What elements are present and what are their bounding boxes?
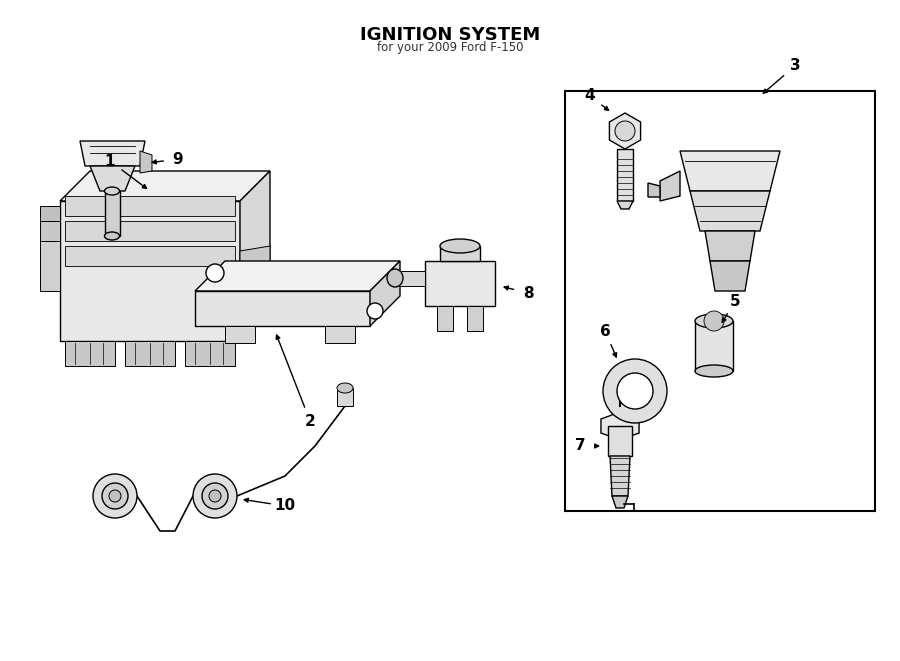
Polygon shape	[195, 291, 370, 326]
Polygon shape	[65, 341, 115, 366]
Polygon shape	[60, 201, 240, 341]
Circle shape	[615, 121, 635, 141]
Text: 7: 7	[575, 438, 585, 453]
Polygon shape	[185, 341, 235, 366]
Polygon shape	[195, 261, 400, 291]
Circle shape	[109, 490, 121, 502]
Polygon shape	[40, 241, 60, 291]
Circle shape	[603, 359, 667, 423]
Polygon shape	[80, 141, 145, 166]
Text: 9: 9	[173, 151, 184, 167]
Polygon shape	[65, 246, 235, 266]
Polygon shape	[617, 149, 633, 201]
Circle shape	[617, 373, 653, 409]
Polygon shape	[610, 456, 630, 496]
Text: 8: 8	[523, 286, 534, 301]
Text: 4: 4	[585, 89, 595, 104]
Bar	[565, 91, 875, 511]
Text: 2: 2	[304, 414, 315, 428]
Polygon shape	[710, 261, 750, 291]
Polygon shape	[617, 201, 633, 209]
Circle shape	[209, 490, 221, 502]
Polygon shape	[225, 326, 255, 343]
Polygon shape	[660, 171, 680, 201]
Polygon shape	[60, 171, 270, 201]
Text: 1: 1	[104, 153, 115, 169]
Circle shape	[102, 483, 128, 509]
Polygon shape	[370, 261, 400, 326]
Polygon shape	[125, 341, 175, 366]
Polygon shape	[612, 406, 628, 416]
Circle shape	[202, 483, 228, 509]
Polygon shape	[325, 326, 355, 343]
Polygon shape	[612, 496, 628, 508]
Polygon shape	[705, 231, 755, 261]
Polygon shape	[140, 151, 152, 173]
Polygon shape	[337, 388, 353, 406]
Ellipse shape	[104, 232, 120, 240]
Polygon shape	[240, 246, 270, 281]
Polygon shape	[395, 271, 425, 286]
Polygon shape	[608, 426, 632, 456]
Polygon shape	[467, 306, 483, 331]
Polygon shape	[440, 246, 480, 261]
Circle shape	[704, 311, 724, 331]
Text: 5: 5	[730, 293, 741, 309]
Polygon shape	[680, 151, 780, 191]
Circle shape	[93, 474, 137, 518]
Polygon shape	[648, 183, 660, 197]
Polygon shape	[65, 221, 235, 241]
Polygon shape	[65, 196, 235, 216]
Polygon shape	[40, 221, 60, 241]
Circle shape	[367, 303, 383, 319]
Polygon shape	[690, 191, 770, 231]
Text: for your 2009 Ford F-150: for your 2009 Ford F-150	[377, 41, 523, 54]
Polygon shape	[105, 191, 120, 236]
Text: 10: 10	[274, 498, 295, 514]
Ellipse shape	[695, 314, 733, 328]
Ellipse shape	[337, 383, 353, 393]
Polygon shape	[90, 166, 135, 191]
Polygon shape	[695, 321, 733, 371]
Text: 3: 3	[789, 59, 800, 73]
Ellipse shape	[387, 269, 403, 287]
Polygon shape	[601, 412, 639, 440]
Polygon shape	[40, 206, 60, 221]
Circle shape	[206, 264, 224, 282]
Ellipse shape	[104, 187, 120, 195]
Text: IGNITION SYSTEM: IGNITION SYSTEM	[360, 26, 540, 44]
Polygon shape	[437, 306, 453, 331]
Circle shape	[193, 474, 237, 518]
Text: 6: 6	[599, 323, 610, 338]
Polygon shape	[609, 113, 641, 149]
Ellipse shape	[695, 365, 733, 377]
Ellipse shape	[440, 239, 480, 253]
Polygon shape	[240, 171, 270, 341]
Polygon shape	[425, 261, 495, 306]
